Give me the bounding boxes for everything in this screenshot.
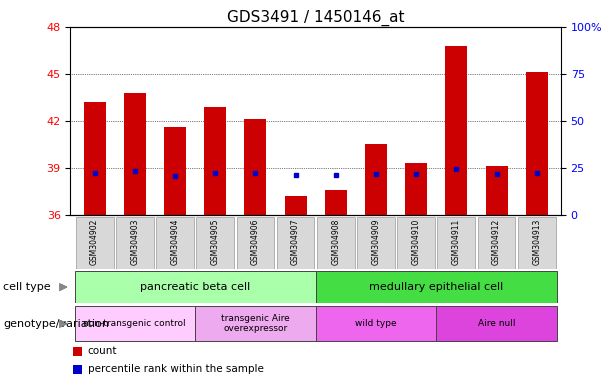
FancyBboxPatch shape: [156, 217, 194, 269]
Bar: [365, 144, 387, 215]
FancyBboxPatch shape: [438, 217, 475, 269]
Bar: [284, 196, 306, 215]
FancyBboxPatch shape: [478, 217, 516, 269]
Text: non-transgenic control: non-transgenic control: [83, 319, 186, 328]
Text: GSM304906: GSM304906: [251, 218, 260, 265]
Bar: [164, 127, 186, 215]
Bar: [325, 190, 347, 215]
Bar: [83, 102, 105, 215]
Text: Aire null: Aire null: [478, 319, 516, 328]
FancyBboxPatch shape: [316, 271, 557, 303]
Text: ▶: ▶: [59, 318, 67, 329]
FancyBboxPatch shape: [276, 217, 314, 269]
Text: GSM304912: GSM304912: [492, 219, 501, 265]
Text: genotype/variation: genotype/variation: [3, 318, 109, 329]
Bar: [526, 72, 548, 215]
Text: GSM304909: GSM304909: [371, 218, 381, 265]
Text: GSM304905: GSM304905: [211, 218, 219, 265]
FancyBboxPatch shape: [357, 217, 395, 269]
Text: transgenic Aire
overexpressor: transgenic Aire overexpressor: [221, 314, 290, 333]
Text: wild type: wild type: [355, 319, 397, 328]
Text: GSM304910: GSM304910: [412, 218, 421, 265]
FancyBboxPatch shape: [196, 217, 234, 269]
Bar: [73, 347, 82, 356]
Text: GSM304908: GSM304908: [331, 218, 340, 265]
Bar: [124, 93, 146, 215]
Text: cell type: cell type: [3, 282, 51, 292]
FancyBboxPatch shape: [116, 217, 154, 269]
Text: percentile rank within the sample: percentile rank within the sample: [88, 364, 264, 374]
Text: GSM304913: GSM304913: [532, 218, 541, 265]
Bar: [204, 107, 226, 215]
FancyBboxPatch shape: [76, 217, 113, 269]
Text: pancreatic beta cell: pancreatic beta cell: [140, 282, 250, 292]
FancyBboxPatch shape: [397, 217, 435, 269]
Text: count: count: [88, 346, 117, 356]
Bar: [485, 166, 508, 215]
FancyBboxPatch shape: [317, 217, 355, 269]
FancyBboxPatch shape: [237, 217, 274, 269]
FancyBboxPatch shape: [195, 306, 316, 341]
Bar: [445, 46, 468, 215]
Title: GDS3491 / 1450146_at: GDS3491 / 1450146_at: [227, 9, 405, 25]
Text: GSM304911: GSM304911: [452, 219, 461, 265]
Text: GSM304902: GSM304902: [90, 218, 99, 265]
Text: medullary epithelial cell: medullary epithelial cell: [369, 282, 503, 292]
Text: GSM304903: GSM304903: [131, 218, 139, 265]
Bar: [73, 365, 82, 374]
Text: GSM304904: GSM304904: [170, 218, 180, 265]
FancyBboxPatch shape: [75, 306, 195, 341]
FancyBboxPatch shape: [316, 306, 436, 341]
Text: GSM304907: GSM304907: [291, 218, 300, 265]
FancyBboxPatch shape: [518, 217, 555, 269]
Bar: [405, 163, 427, 215]
FancyBboxPatch shape: [436, 306, 557, 341]
FancyBboxPatch shape: [75, 271, 316, 303]
Bar: [245, 119, 267, 215]
Text: ▶: ▶: [59, 282, 67, 292]
